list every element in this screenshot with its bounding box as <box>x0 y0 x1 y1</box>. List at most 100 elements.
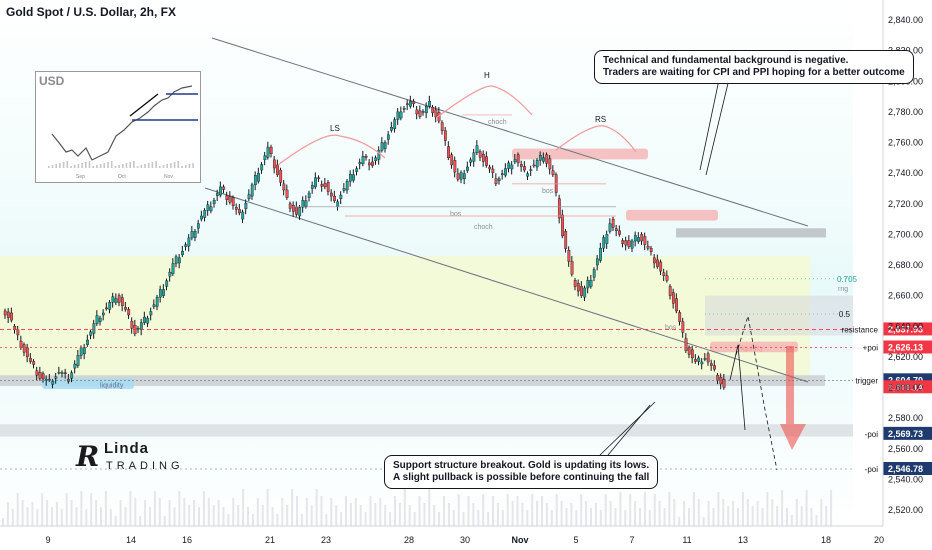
candle-body <box>234 207 238 210</box>
candle-body <box>608 223 612 232</box>
candle-body <box>421 111 425 113</box>
candle-body <box>73 363 77 369</box>
logo-line2: TRADING <box>106 460 184 472</box>
callout-top-line1: Technical and fundamental background is … <box>603 55 849 66</box>
x-tick-label: 30 <box>460 535 470 545</box>
volume-bar <box>403 487 406 526</box>
range-zone <box>705 295 853 336</box>
candle-body <box>212 199 216 204</box>
x-tick-label: 16 <box>182 535 192 545</box>
chart-title: Gold Spot / U.S. Dollar, 2h, FX <box>6 5 177 19</box>
candle-body <box>434 109 438 118</box>
candle-body <box>418 110 422 117</box>
candle-body <box>431 107 435 114</box>
inset-volume-bar <box>77 164 80 168</box>
candle-body <box>288 203 292 209</box>
candle-body <box>282 183 286 191</box>
candle-body <box>538 155 542 161</box>
candle-body <box>190 231 194 239</box>
axis-price-box-0 <box>883 322 932 336</box>
lower-poi-zone <box>0 424 853 437</box>
inset-volume-bar <box>166 164 168 168</box>
candle-body <box>162 289 165 296</box>
inset-volume-bar <box>133 161 135 168</box>
candle-body <box>719 377 723 385</box>
volume-bar <box>761 508 764 526</box>
inset-volume-bar <box>70 166 72 168</box>
volume-bar <box>31 502 34 526</box>
volume-bar <box>800 506 803 526</box>
upper-grey-bar <box>676 228 826 238</box>
x-tick-label: 13 <box>738 535 748 545</box>
candle-body <box>599 247 602 261</box>
candle-body <box>108 302 112 310</box>
supply-zone-3 <box>710 341 798 353</box>
volume-bar <box>296 496 298 526</box>
candle-body <box>253 174 257 186</box>
candle-body <box>241 211 245 220</box>
candle-body <box>624 240 628 246</box>
candle-body <box>697 357 701 362</box>
candle-body <box>177 257 181 264</box>
candle-body <box>595 258 599 266</box>
candle-body <box>621 240 625 244</box>
candle-body <box>196 223 200 229</box>
candle-body <box>453 160 457 173</box>
volume-bar <box>369 496 372 526</box>
x-tick-label: 11 <box>682 535 691 545</box>
candle-body <box>564 231 568 249</box>
volume-bar <box>144 500 147 526</box>
volume-bar <box>786 508 788 526</box>
candle-body <box>713 365 716 370</box>
volume-bar <box>550 510 553 526</box>
usd-inset-chart: USD Sep Oct Nov <box>35 71 201 183</box>
candle-body <box>570 261 574 275</box>
candle-body <box>89 331 93 336</box>
volume-bar <box>65 493 68 526</box>
x-tick-label: 28 <box>404 535 414 545</box>
candle-body <box>551 170 555 175</box>
volume-bar <box>168 500 171 526</box>
x-tick-label: 20 <box>874 535 884 545</box>
volume-bar <box>149 507 151 526</box>
candle-body <box>646 245 650 249</box>
volume-bar <box>487 512 490 526</box>
inset-volume-bar <box>181 166 183 168</box>
candle-body <box>618 230 621 235</box>
inset-volume-bar <box>62 162 65 168</box>
volume-bar <box>232 498 235 526</box>
inset-volume-bar <box>110 161 113 168</box>
level-label-2: trigger <box>855 376 878 385</box>
volume-bar <box>702 517 705 526</box>
volume-bar <box>349 503 352 526</box>
candle-body <box>168 271 172 277</box>
projection-path-1 <box>729 344 746 431</box>
candle-body <box>371 161 374 166</box>
volume-bar <box>545 503 548 526</box>
candle-body <box>329 192 333 197</box>
candle-body <box>523 166 526 171</box>
inset-volume-bar <box>85 162 87 168</box>
candle-body <box>57 371 61 374</box>
candle-body <box>675 298 678 312</box>
candle-body <box>143 316 146 323</box>
candle-body <box>491 168 495 173</box>
channel-upper-line <box>211 37 809 227</box>
inset-volume-bar <box>118 165 120 168</box>
candle-body <box>250 184 254 197</box>
axis-price-value-3: 2,600.14 <box>888 382 923 392</box>
inset-trend-arrow <box>129 93 159 117</box>
volume-bar <box>80 491 83 526</box>
candle-body <box>146 317 150 324</box>
callout-top-pointer-2 <box>699 74 721 171</box>
candle-body <box>535 160 539 168</box>
volume-bar <box>756 501 759 526</box>
volume-bar <box>202 491 205 526</box>
volume-bar <box>26 507 29 526</box>
candle-body <box>462 173 466 179</box>
candle-body <box>6 311 10 318</box>
volume-bar <box>70 500 73 526</box>
volume-bar <box>653 494 656 526</box>
candle-body <box>13 326 17 331</box>
